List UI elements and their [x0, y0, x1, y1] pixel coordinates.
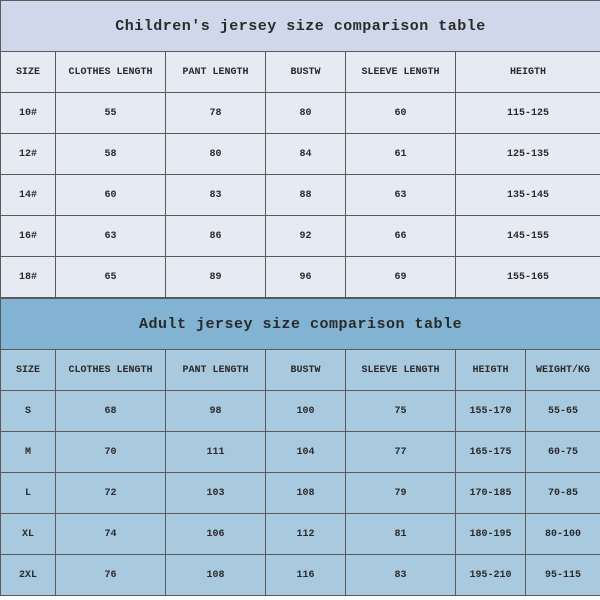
- cell: 86: [166, 216, 266, 257]
- cell: 108: [266, 473, 346, 514]
- cell: 108: [166, 555, 266, 596]
- cell: 170-185: [456, 473, 526, 514]
- cell: 70: [56, 432, 166, 473]
- col-header: PANT LENGTH: [166, 350, 266, 391]
- cell: 70-85: [526, 473, 600, 514]
- cell: 10#: [1, 93, 56, 134]
- cell: 18#: [1, 257, 56, 298]
- cell: 63: [56, 216, 166, 257]
- cell: 63: [346, 175, 456, 216]
- col-header: BUSTW: [266, 52, 346, 93]
- table-row: 2XL 76 108 116 83 195-210 95-115: [1, 555, 600, 596]
- cell: 104: [266, 432, 346, 473]
- cell: 2XL: [1, 555, 56, 596]
- cell: 76: [56, 555, 166, 596]
- size-tables-wrap: Children's jersey size comparison table …: [0, 0, 600, 596]
- table-row: 16# 63 86 92 66 145-155: [1, 216, 600, 257]
- cell: 180-195: [456, 514, 526, 555]
- cell: 55: [56, 93, 166, 134]
- cell: 106: [166, 514, 266, 555]
- cell: 16#: [1, 216, 56, 257]
- cell: 79: [346, 473, 456, 514]
- cell: 88: [266, 175, 346, 216]
- children-table: Children's jersey size comparison table …: [0, 0, 600, 298]
- cell: 115-125: [456, 93, 600, 134]
- cell: 95-115: [526, 555, 600, 596]
- cell: 155-165: [456, 257, 600, 298]
- table-row: 18# 65 89 96 69 155-165: [1, 257, 600, 298]
- col-header: CLOTHES LENGTH: [56, 350, 166, 391]
- cell: 60: [346, 93, 456, 134]
- cell: 66: [346, 216, 456, 257]
- cell: 80-100: [526, 514, 600, 555]
- cell: 80: [266, 93, 346, 134]
- cell: 78: [166, 93, 266, 134]
- cell: 65: [56, 257, 166, 298]
- cell: 116: [266, 555, 346, 596]
- cell: 69: [346, 257, 456, 298]
- cell: 111: [166, 432, 266, 473]
- adult-table: Adult jersey size comparison table SIZE …: [0, 298, 600, 596]
- cell: 100: [266, 391, 346, 432]
- cell: 81: [346, 514, 456, 555]
- cell: 72: [56, 473, 166, 514]
- cell: 60-75: [526, 432, 600, 473]
- cell: 55-65: [526, 391, 600, 432]
- cell: 195-210: [456, 555, 526, 596]
- cell: 135-145: [456, 175, 600, 216]
- cell: 77: [346, 432, 456, 473]
- col-header: HEIGTH: [456, 350, 526, 391]
- adult-header-row: SIZE CLOTHES LENGTH PANT LENGTH BUSTW SL…: [1, 350, 600, 391]
- children-title: Children's jersey size comparison table: [1, 1, 600, 52]
- cell: 96: [266, 257, 346, 298]
- cell: 125-135: [456, 134, 600, 175]
- cell: 60: [56, 175, 166, 216]
- cell: 98: [166, 391, 266, 432]
- cell: 12#: [1, 134, 56, 175]
- cell: L: [1, 473, 56, 514]
- cell: 89: [166, 257, 266, 298]
- table-row: 10# 55 78 80 60 115-125: [1, 93, 600, 134]
- col-header: CLOTHES LENGTH: [56, 52, 166, 93]
- cell: 83: [346, 555, 456, 596]
- cell: 61: [346, 134, 456, 175]
- cell: 14#: [1, 175, 56, 216]
- cell: 103: [166, 473, 266, 514]
- adult-title: Adult jersey size comparison table: [1, 299, 600, 350]
- col-header: SLEEVE LENGTH: [346, 350, 456, 391]
- cell: 92: [266, 216, 346, 257]
- table-row: 14# 60 83 88 63 135-145: [1, 175, 600, 216]
- children-header-row: SIZE CLOTHES LENGTH PANT LENGTH BUSTW SL…: [1, 52, 600, 93]
- col-header: SIZE: [1, 52, 56, 93]
- cell: 84: [266, 134, 346, 175]
- cell: 112: [266, 514, 346, 555]
- cell: S: [1, 391, 56, 432]
- table-row: S 68 98 100 75 155-170 55-65: [1, 391, 600, 432]
- cell: 68: [56, 391, 166, 432]
- table-row: 12# 58 80 84 61 125-135: [1, 134, 600, 175]
- cell: 145-155: [456, 216, 600, 257]
- cell: 75: [346, 391, 456, 432]
- cell: 58: [56, 134, 166, 175]
- table-row: L 72 103 108 79 170-185 70-85: [1, 473, 600, 514]
- cell: 155-170: [456, 391, 526, 432]
- col-header: PANT LENGTH: [166, 52, 266, 93]
- table-row: XL 74 106 112 81 180-195 80-100: [1, 514, 600, 555]
- adult-title-row: Adult jersey size comparison table: [1, 299, 600, 350]
- table-row: M 70 111 104 77 165-175 60-75: [1, 432, 600, 473]
- col-header: SLEEVE LENGTH: [346, 52, 456, 93]
- cell: 80: [166, 134, 266, 175]
- col-header: SIZE: [1, 350, 56, 391]
- cell: 165-175: [456, 432, 526, 473]
- cell: 74: [56, 514, 166, 555]
- col-header: HEIGTH: [456, 52, 600, 93]
- col-header: WEIGHT/KG: [526, 350, 600, 391]
- children-title-row: Children's jersey size comparison table: [1, 1, 600, 52]
- cell: 83: [166, 175, 266, 216]
- cell: M: [1, 432, 56, 473]
- col-header: BUSTW: [266, 350, 346, 391]
- cell: XL: [1, 514, 56, 555]
